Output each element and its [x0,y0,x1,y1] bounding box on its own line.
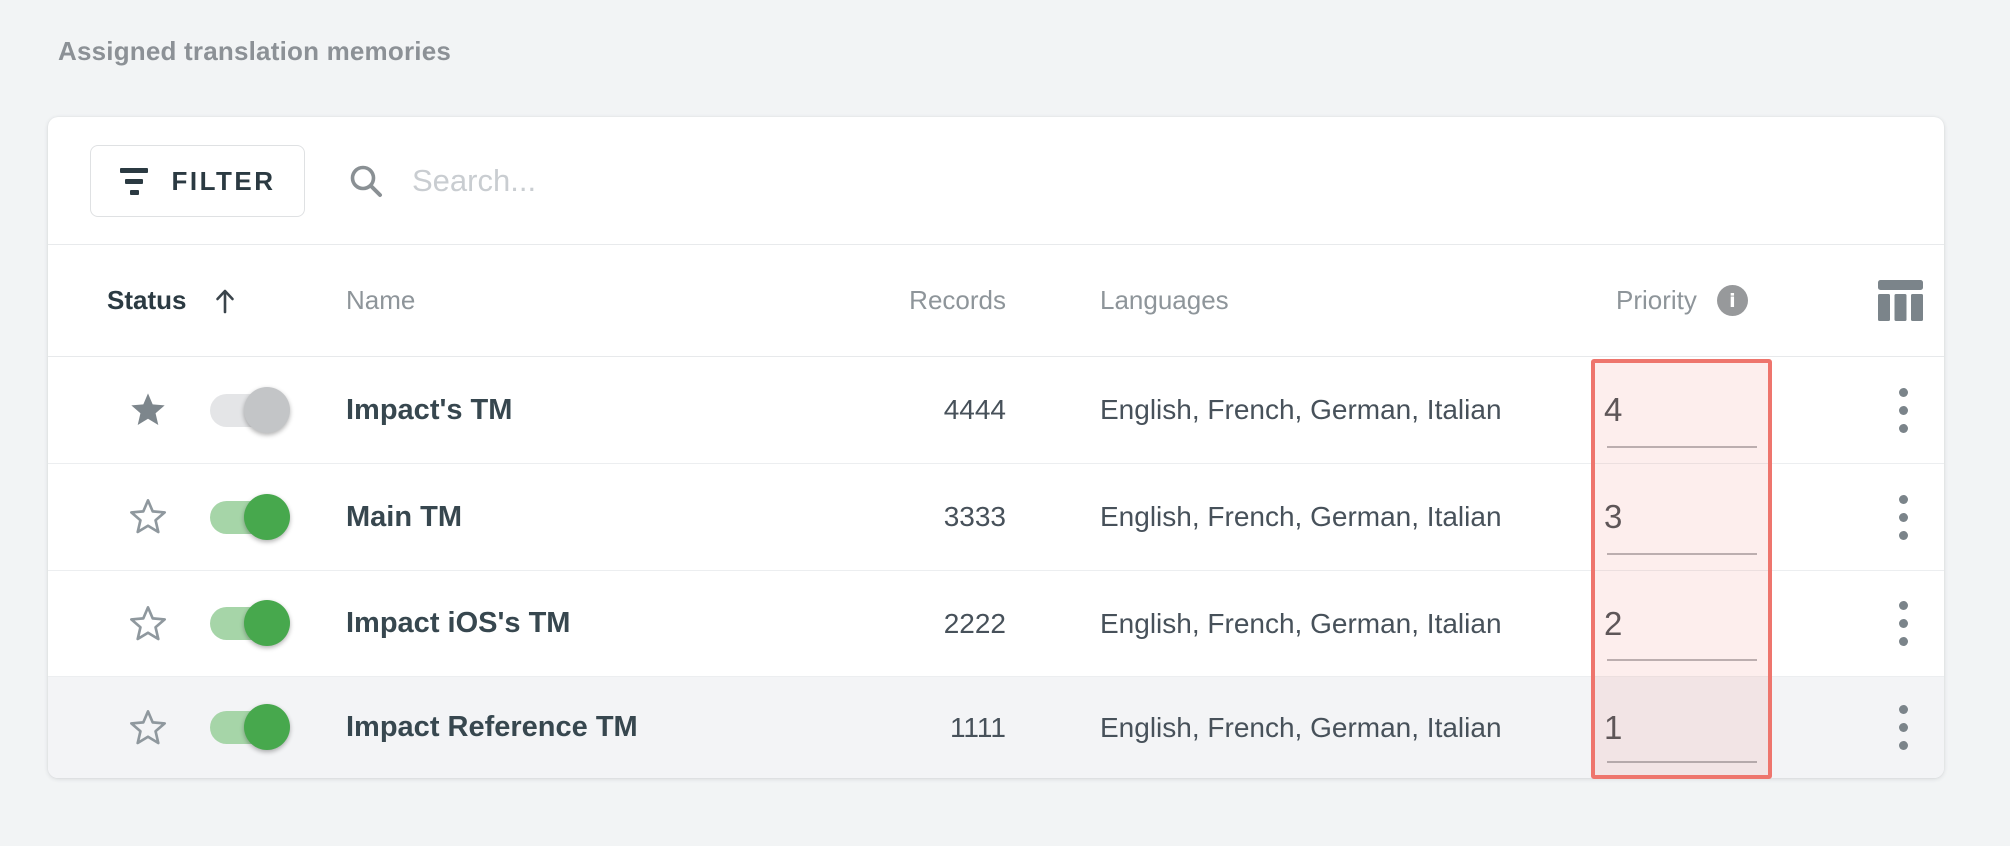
tm-languages: English, French, German, Italian [1100,607,1502,639]
tm-records: 3333 [943,501,1006,532]
filter-button[interactable]: FILTER [90,145,305,217]
tm-status-cell [210,464,290,570]
tm-records: 2222 [943,607,1006,639]
priority-input[interactable]: 2 [1604,604,1623,642]
tm-records: 4444 [943,394,1006,425]
star-outline-icon [130,709,167,744]
tm-name[interactable]: Impact iOS's TM [346,607,571,639]
table-row: Main TM 3333 English, French, German, It… [48,464,1944,571]
tm-languages: English, French, German, Italian [1100,501,1502,532]
priority-input[interactable]: 1 [1604,708,1623,746]
search-box [348,155,1174,207]
toggle-knob [244,493,290,540]
priority-input[interactable]: 4 [1604,391,1623,428]
table-columns-icon [1877,280,1923,321]
column-header-name[interactable]: Name [346,245,415,356]
priority-info-icon[interactable]: i [1716,285,1748,316]
priority-input-underline [1607,446,1757,448]
priority-input-underline [1607,659,1757,661]
table-row: Impact's TM 4444 English, French, German… [48,357,1944,464]
tm-toggle[interactable] [210,386,290,433]
column-settings-button[interactable] [1877,245,1923,356]
tm-status-cell [210,357,290,463]
column-header-priority: Priority i [1616,245,1748,356]
search-icon [350,165,382,197]
column-header-status[interactable]: Status [107,245,238,356]
column-header-records-label: Records [909,285,1006,315]
priority-input[interactable]: 3 [1604,498,1623,535]
tm-languages: English, French, German, Italian [1100,394,1502,425]
star-filled-icon [131,393,165,425]
table-row: Impact Reference TM 1111 English, French… [48,677,1944,778]
tm-name[interactable]: Impact's TM [346,393,513,426]
column-header-status-label: Status [107,285,187,315]
star-outline-icon [130,499,167,534]
priority-input-underline [1607,553,1757,555]
table-header-row: Status Name Records Languages Priority i [48,245,1944,357]
translation-memories-card: FILTER Status Name [48,117,1944,778]
column-header-priority-label: Priority [1616,285,1697,315]
tm-name[interactable]: Impact Reference TM [346,711,638,743]
filter-button-label: FILTER [171,165,276,196]
filter-icon [119,167,149,195]
tm-languages: English, French, German, Italian [1100,711,1502,743]
toggle-knob [244,386,290,433]
row-menu-button[interactable] [1880,677,1926,778]
column-header-languages[interactable]: Languages [1100,245,1229,356]
row-menu-button[interactable] [1880,571,1926,676]
star-outline-icon [130,605,167,640]
tm-records: 1111 [949,711,1006,743]
page-title: Assigned translation memories [58,36,452,66]
row-menu-button[interactable] [1880,464,1926,570]
favorite-star-button[interactable] [127,677,169,778]
toggle-knob [244,704,290,750]
tm-name[interactable]: Main TM [346,500,462,533]
tm-status-cell [210,571,290,676]
toggle-knob [244,600,290,646]
tm-toggle[interactable] [210,493,290,540]
column-header-name-label: Name [346,285,416,315]
favorite-star-button[interactable] [127,571,169,676]
favorite-star-button[interactable] [127,357,169,463]
priority-input-underline [1607,761,1757,763]
search-input[interactable] [410,162,1174,200]
tm-toggle[interactable] [210,704,290,750]
table-row: Impact iOS's TM 2222 English, French, Ge… [48,571,1944,677]
tm-status-cell [210,677,290,778]
row-menu-button[interactable] [1880,357,1926,463]
favorite-star-button[interactable] [127,464,169,570]
column-header-records[interactable]: Records [828,245,1006,356]
sort-ascending-icon [216,289,235,313]
table-toolbar: FILTER [48,117,1944,245]
column-header-languages-label: Languages [1100,285,1229,315]
tm-toggle[interactable] [210,600,290,646]
